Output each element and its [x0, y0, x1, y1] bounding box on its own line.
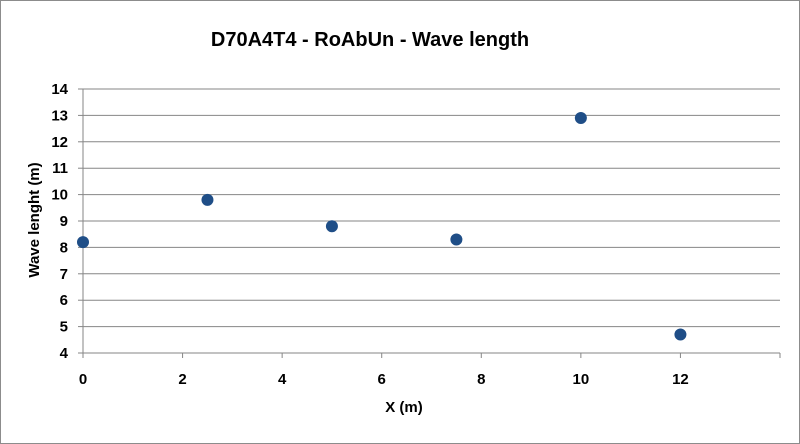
- data-point: [674, 328, 687, 341]
- gridlines: [83, 88, 780, 328]
- data-point: [574, 112, 587, 125]
- y-tick-label: 14: [51, 81, 68, 98]
- y-tick-label: 6: [60, 292, 68, 309]
- y-tick-label: 7: [60, 266, 68, 283]
- x-tick-label: 2: [178, 371, 186, 388]
- x-tick-label: 0: [79, 371, 87, 388]
- x-tick-label: 10: [573, 371, 590, 388]
- x-tick-label: 6: [378, 371, 386, 388]
- chart-title: D70A4T4 - RoAbUn - Wave length: [211, 29, 529, 51]
- y-tick-label: 10: [51, 187, 68, 204]
- x-axis-label: X (m): [385, 399, 423, 416]
- y-tick-label: 13: [51, 107, 68, 124]
- data-points: [77, 112, 687, 341]
- x-tick-label: 4: [278, 371, 287, 388]
- data-point: [325, 220, 338, 233]
- y-tick-label: 11: [52, 160, 68, 177]
- y-tick-labels: 4 5 6 7 8 9 10 11 12 13 14: [51, 81, 68, 362]
- data-point: [201, 193, 214, 206]
- y-tick-label: 9: [60, 213, 68, 230]
- y-tick-label: 4: [60, 345, 69, 362]
- x-tick-labels: 0 2 4 6 8 10 12: [79, 371, 689, 388]
- data-point: [77, 236, 89, 249]
- axes: [78, 88, 781, 358]
- y-tick-label: 8: [60, 239, 68, 256]
- x-tick-label: 12: [672, 371, 689, 388]
- y-axis-label: Wave lenght (m): [26, 162, 43, 277]
- y-tick-label: 12: [51, 134, 68, 151]
- y-tick-label: 5: [60, 319, 68, 336]
- x-tick-label: 8: [477, 371, 485, 388]
- data-point: [450, 233, 463, 246]
